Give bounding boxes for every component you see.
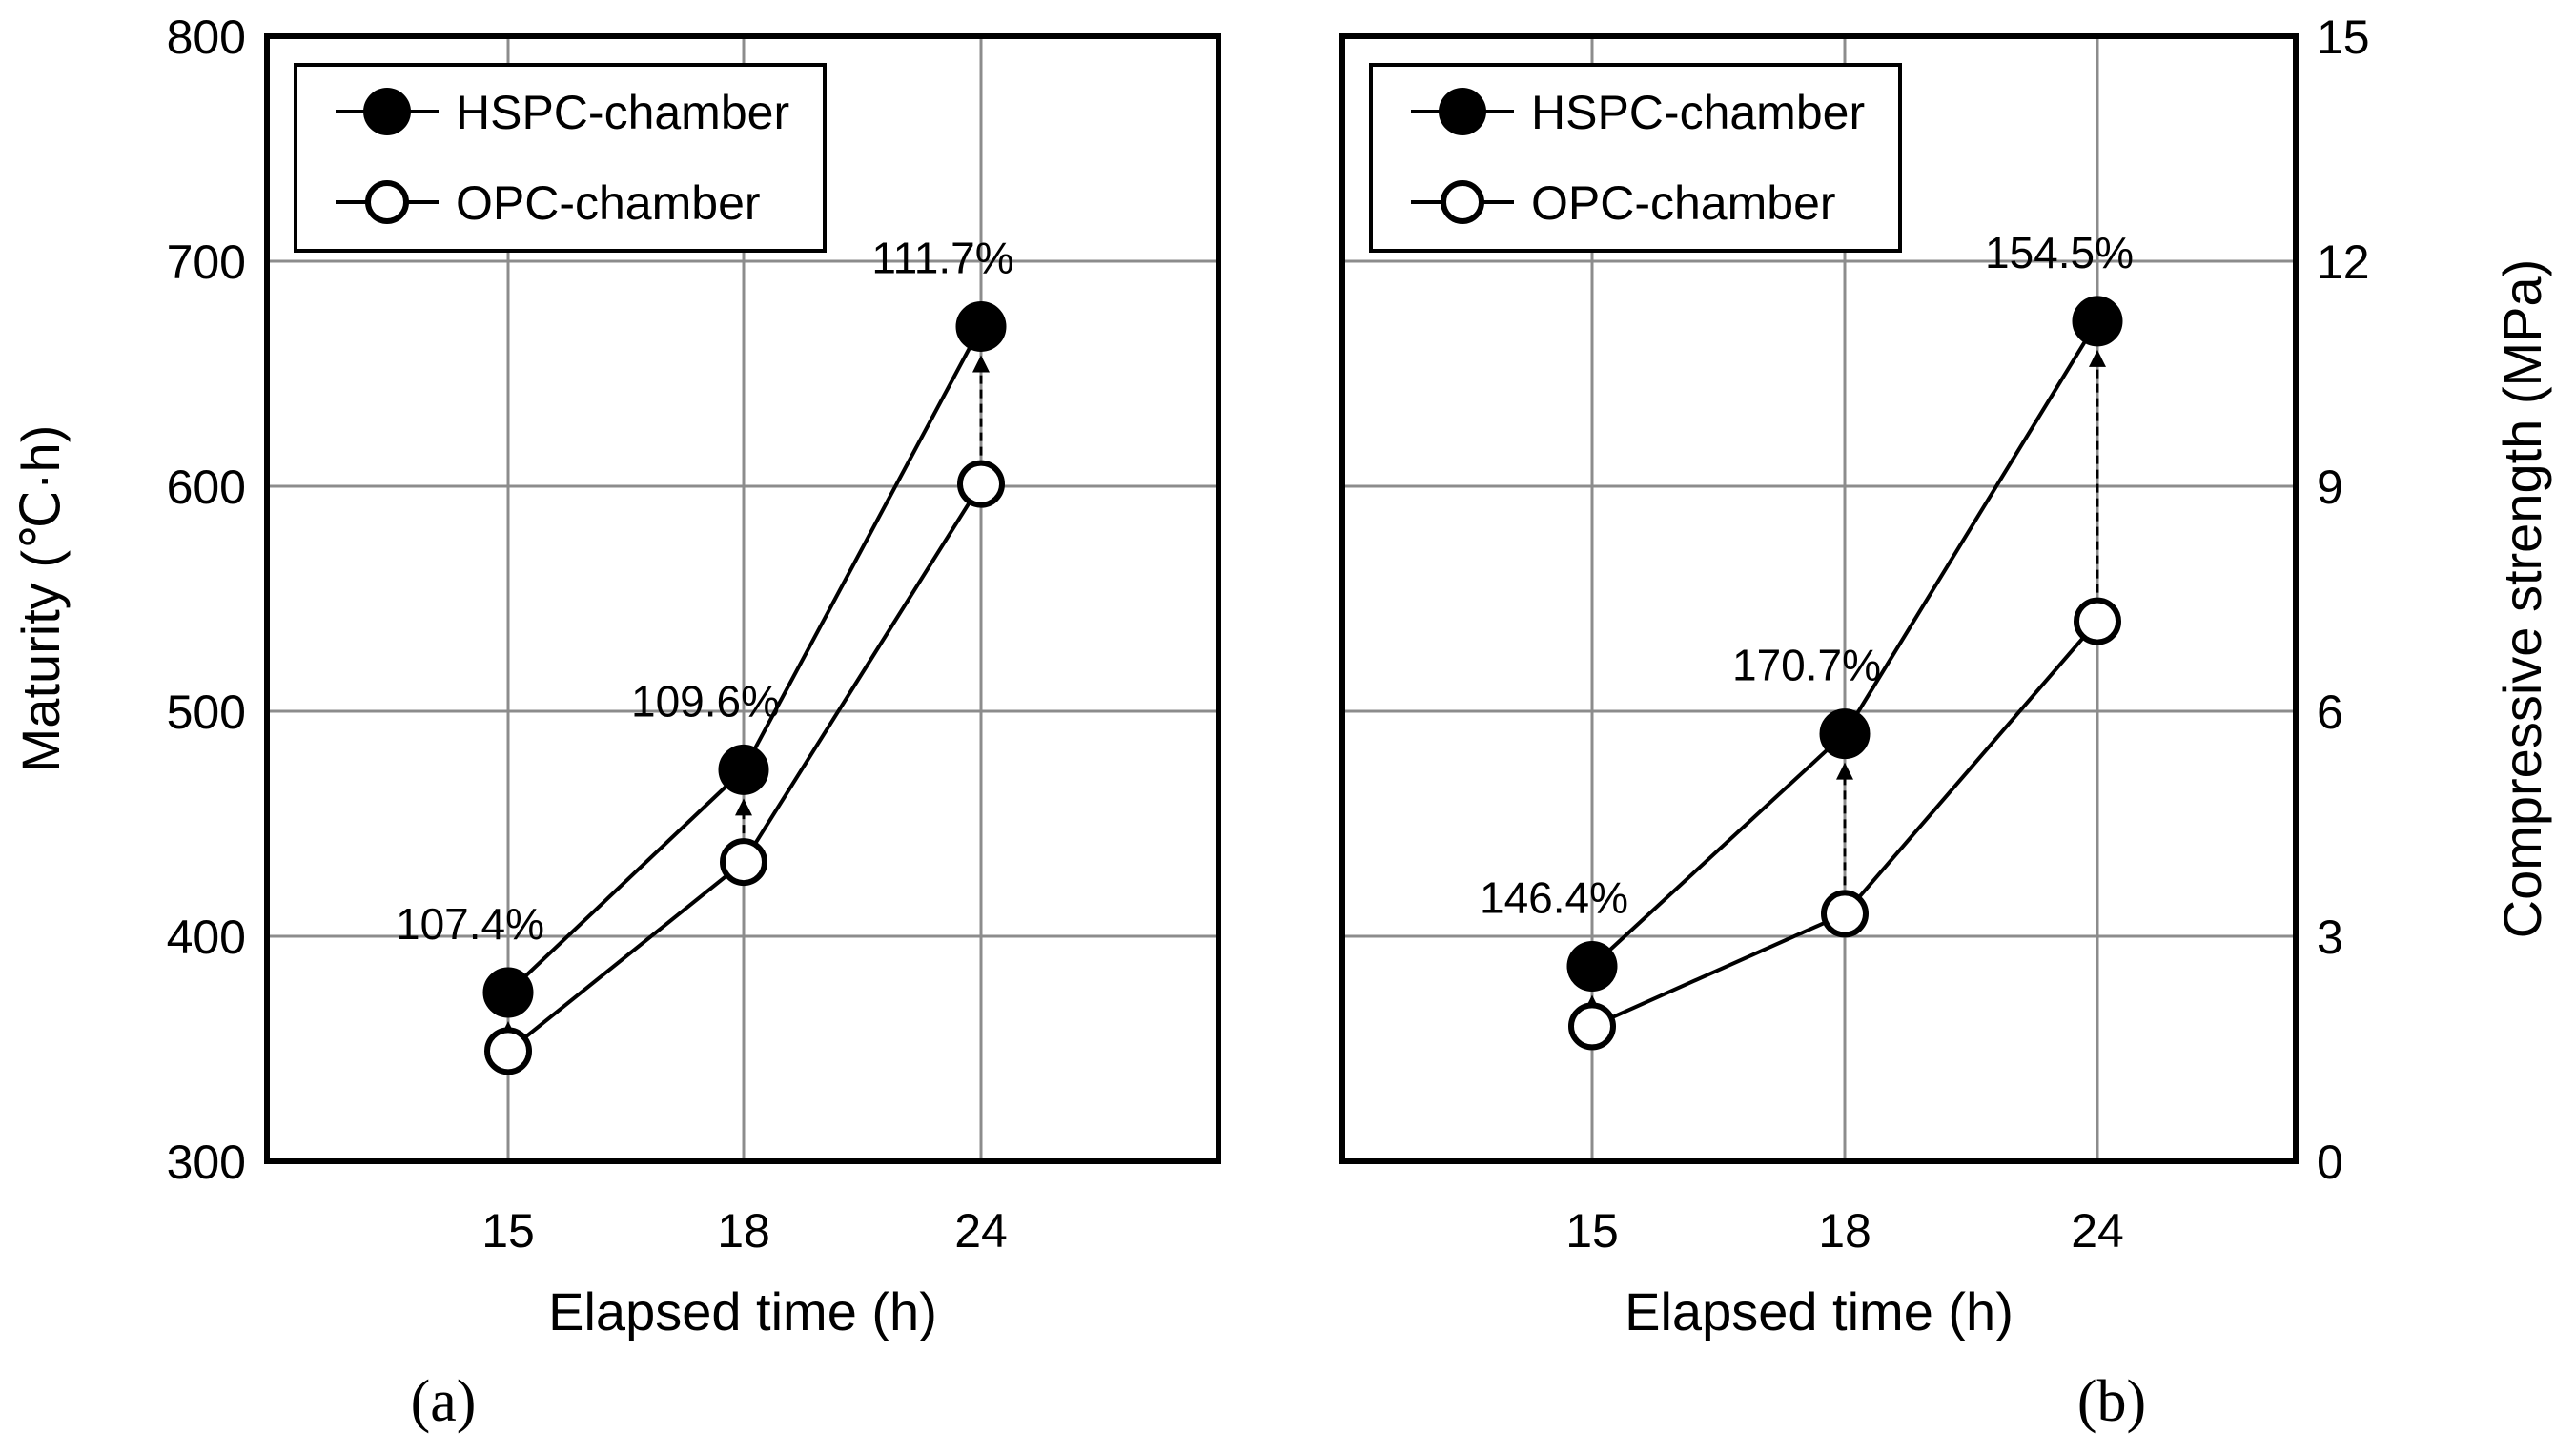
y-tick-label: 300 [167,1136,246,1189]
legend-marker-filled [363,88,411,135]
increase-arrowhead [2089,349,2106,367]
opc-data-point [1568,1002,1616,1051]
plot-area-frame [264,33,1221,1164]
hspc-data-point [1566,940,1618,992]
y-axis-label: Compressive strength (MPa) [2492,259,2552,939]
opc-data-point [2074,597,2121,645]
x-tick-label: 18 [1818,1204,1871,1258]
x-tick-label: 24 [954,1204,1008,1258]
legend-label: OPC-chamber [1531,176,1836,230]
percentage-annotation: 154.5% [1985,228,2134,277]
y-tick-label: 800 [167,10,246,64]
legend-label: HSPC-chamber [456,86,789,139]
hspc-data-point [1819,708,1871,760]
y-tick-label: 700 [167,236,246,289]
legend-marker-open [1441,180,1484,224]
percentage-annotation: 111.7% [871,233,1013,282]
y-tick-label: 600 [167,461,246,514]
legend-label: HSPC-chamber [1531,86,1865,139]
x-axis-label: Elapsed time (h) [1625,1281,2014,1341]
y-tick-label: 6 [2317,686,2343,739]
percentage-annotation: 107.4% [396,899,544,949]
x-tick-label: 18 [717,1204,770,1258]
legend: HSPC-chamber OPC-chamber [1369,63,1902,253]
y-axis-label: Maturity (℃·h) [10,425,71,773]
legend-label: OPC-chamber [456,176,761,230]
percentage-annotation: 170.7% [1732,641,1881,690]
x-axis-label: Elapsed time (h) [548,1281,937,1341]
panel-caption: (b) [2077,1369,2146,1434]
hspc-data-point [955,300,1007,352]
y-tick-label: 3 [2317,911,2343,964]
opc-data-point [720,838,767,887]
hspc-data-point [482,967,534,1018]
x-tick-label: 15 [481,1204,535,1258]
increase-arrowhead [972,355,990,373]
legend-marker-filled [1439,88,1486,135]
chart-panel-b: 0 3 6 9 12 15 15 18 24 Elapsed time (h) Compressiv… [1339,10,2552,1434]
y-tick-label: 400 [167,911,246,964]
y-tick-label: 12 [2317,236,2370,289]
legend: HSPC-chamber OPC-chamber [294,63,827,253]
y-tick-label: 500 [167,686,246,739]
opc-data-point [484,1027,532,1075]
y-tick-label: 9 [2317,461,2343,514]
chart-panel-a: 300 400 500 600 700 800 15 18 24 Elapsed time (h)… [10,10,1221,1434]
increase-arrowhead [735,798,752,816]
x-tick-label: 15 [1565,1204,1619,1258]
y-tick-label: 15 [2317,10,2370,64]
plot-area-frame [1339,33,2299,1164]
y-tick-label: 0 [2317,1136,2343,1189]
opc-data-point [1821,890,1869,938]
panel-caption: (a) [411,1369,477,1434]
x-tick-label: 24 [2071,1204,2124,1258]
hspc-data-point [2072,296,2123,347]
percentage-annotation: 109.6% [631,676,780,726]
opc-data-point [957,460,1005,508]
legend-marker-open [365,180,409,224]
hspc-data-point [718,744,769,795]
increase-arrowhead [1836,762,1853,780]
percentage-annotation: 146.4% [1480,872,1628,922]
